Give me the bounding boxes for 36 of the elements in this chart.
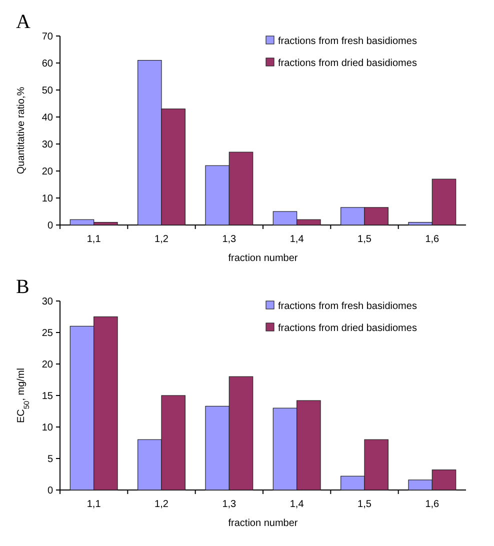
x-tick-label: 1,1 <box>86 234 102 245</box>
y-tick-label: 15 <box>42 391 54 402</box>
x-tick-label: 1,4 <box>290 234 304 245</box>
y-tick-label: 50 <box>42 86 54 96</box>
x-tick-label: 1,5 <box>358 234 372 245</box>
y-tick-label: 10 <box>42 194 54 204</box>
y-tick-label: 25 <box>42 328 54 339</box>
y-tick-label: 60 <box>42 58 54 70</box>
x-axis-title: fraction number <box>228 253 298 264</box>
chart-title: B <box>16 276 30 298</box>
legend-label: fractions from fresh basidiomes <box>278 36 417 47</box>
legend-label: fractions from dried basidiomes <box>278 323 417 334</box>
x-tick-label: 1,1 <box>86 499 102 510</box>
y-tick-label: 0 <box>47 486 54 496</box>
x-tick-label: 1,4 <box>290 499 304 510</box>
y-tick-label: 5 <box>47 454 54 465</box>
x-tick-label: 1,6 <box>425 234 440 245</box>
y-tick-label: 40 <box>42 112 54 124</box>
x-tick-label: 1,3 <box>222 234 237 245</box>
x-tick-label: 1,6 <box>425 499 440 510</box>
y-tick-label: 30 <box>42 296 54 308</box>
y-axis-title: Quantitative ratio,% <box>16 86 27 174</box>
legend-label: fractions from fresh basidiomes <box>278 301 417 312</box>
x-tick-label: 1,2 <box>154 499 169 510</box>
y-tick-label: 30 <box>42 140 54 150</box>
x-tick-label: 1,5 <box>358 499 372 510</box>
y-tick-label: 20 <box>42 166 54 178</box>
x-tick-label: 1,3 <box>222 499 237 510</box>
y-tick-label: 0 <box>47 220 54 232</box>
y-tick-label: 70 <box>42 32 54 42</box>
x-axis-title: fraction number <box>228 518 298 529</box>
chart-title: A <box>16 11 31 33</box>
y-tick-label: 10 <box>42 422 54 434</box>
legend-label: fractions from dried basidiomes <box>278 58 417 69</box>
y-tick-label: 20 <box>42 360 54 370</box>
x-tick-label: 1,2 <box>154 234 169 245</box>
